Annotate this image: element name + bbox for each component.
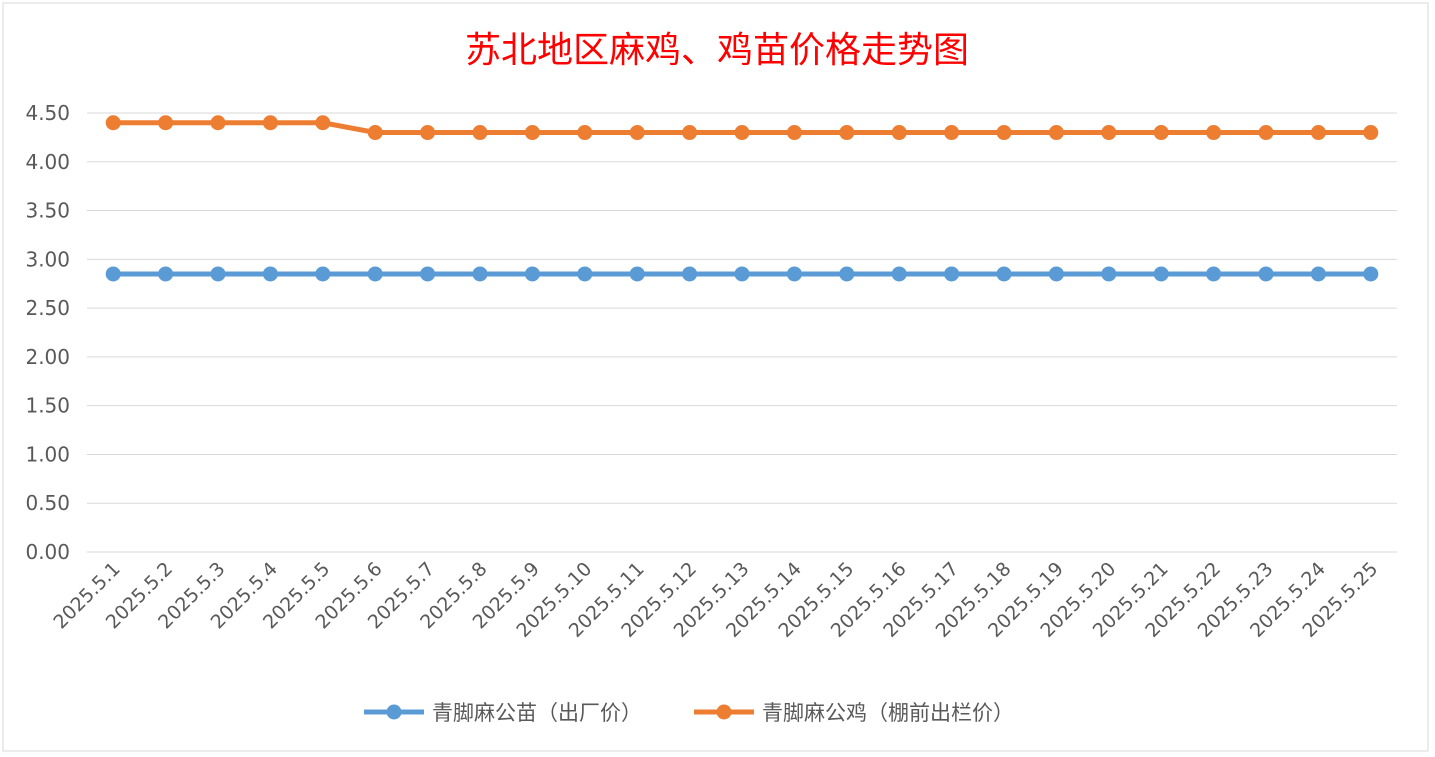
data-point [1310,266,1326,282]
data-point [996,125,1012,141]
legend-swatch-marker [386,704,402,720]
data-point [839,125,855,141]
data-point [577,125,593,141]
data-point [629,266,645,282]
y-tick-label: 2.00 [25,345,70,369]
data-point [210,115,226,131]
y-tick-label: 2.50 [25,296,70,320]
data-point [996,266,1012,282]
data-point [839,266,855,282]
chart-title: 苏北地区麻鸡、鸡苗价格走势图 [465,30,969,71]
data-point [472,266,488,282]
data-point [158,115,174,131]
data-point [1153,125,1169,141]
series-lines [105,115,1379,282]
data-point [262,115,278,131]
data-point [367,125,383,141]
legend-entry-1: 青脚麻公鸡（棚前出栏价） [694,701,1014,725]
series-1 [105,115,1379,141]
data-point [1258,266,1274,282]
legend: 青脚麻公苗（出厂价） 青脚麻公鸡（棚前出栏价） [364,701,1014,725]
data-point [1048,125,1064,141]
data-point [315,266,331,282]
data-point [262,266,278,282]
data-point [1310,125,1326,141]
data-point [786,266,802,282]
data-point [891,125,907,141]
y-tick-label: 1.00 [25,442,70,466]
legend-entry-0: 青脚麻公苗（出厂价） [364,701,642,725]
data-point [1101,125,1117,141]
data-point [420,125,436,141]
y-axis-ticks: 0.00 0.50 1.00 1.50 2.00 2.50 3.00 3.50 4.00 4.50 [25,101,70,564]
y-tick-label: 4.50 [25,101,70,125]
data-point [891,266,907,282]
data-point [1363,125,1379,141]
data-point [629,125,645,141]
data-point [472,125,488,141]
data-point [1258,125,1274,141]
data-point [524,125,540,141]
data-point [1206,266,1222,282]
y-tick-label: 3.00 [25,247,70,271]
data-point [577,266,593,282]
legend-label: 青脚麻公苗（出厂价） [432,701,642,725]
data-point [1363,266,1379,282]
data-point [734,125,750,141]
y-tick-label: 0.00 [25,540,70,564]
data-point [1048,266,1064,282]
data-point [682,125,698,141]
data-point [944,266,960,282]
data-point [158,266,174,282]
data-point [682,266,698,282]
data-point [944,125,960,141]
data-point [524,266,540,282]
y-tick-label: 4.00 [25,150,70,174]
y-tick-label: 0.50 [25,491,70,515]
data-point [367,266,383,282]
data-point [315,115,331,131]
y-tick-label: 3.50 [25,199,70,223]
legend-swatch-marker [716,704,732,720]
data-point [1101,266,1117,282]
y-tick-label: 1.50 [25,394,70,418]
series-0 [105,266,1379,282]
data-point [734,266,750,282]
data-point [105,115,121,131]
data-point [210,266,226,282]
data-point [1153,266,1169,282]
gridlines [87,112,1397,553]
data-point [786,125,802,141]
data-point [420,266,436,282]
data-point [105,266,121,282]
legend-label: 青脚麻公鸡（棚前出栏价） [762,701,1014,725]
data-point [1206,125,1222,141]
